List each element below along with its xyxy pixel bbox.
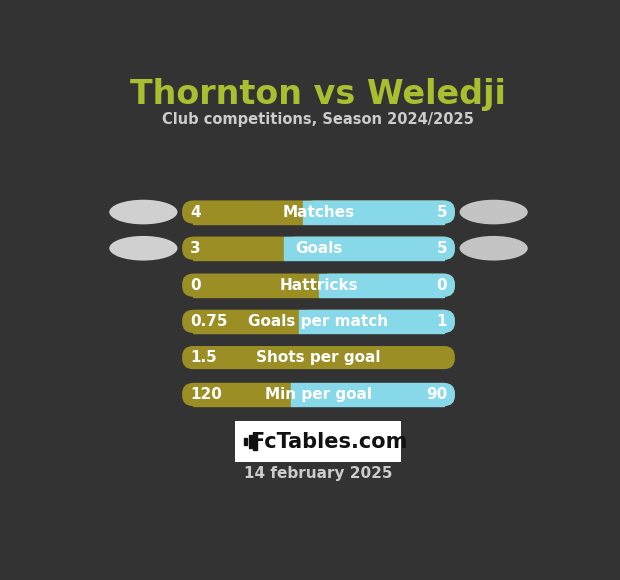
FancyBboxPatch shape (319, 274, 455, 297)
Text: Goals: Goals (295, 241, 342, 256)
Text: FcTables.com: FcTables.com (250, 432, 408, 451)
Text: Club competitions, Season 2024/2025: Club competitions, Season 2024/2025 (162, 112, 474, 127)
Text: 5: 5 (436, 205, 447, 220)
FancyBboxPatch shape (235, 422, 402, 462)
Bar (193, 237, 285, 260)
FancyBboxPatch shape (291, 383, 455, 406)
Bar (254, 433, 257, 450)
FancyBboxPatch shape (182, 310, 455, 333)
Bar (193, 274, 319, 297)
Ellipse shape (109, 236, 177, 260)
Text: Shots per goal: Shots per goal (256, 350, 381, 365)
Text: 3: 3 (190, 241, 200, 256)
FancyBboxPatch shape (182, 274, 455, 297)
Bar (299, 310, 444, 333)
Ellipse shape (459, 200, 528, 224)
Text: Min per goal: Min per goal (265, 387, 372, 402)
Ellipse shape (109, 200, 177, 224)
Text: 120: 120 (190, 387, 222, 402)
Bar (249, 436, 252, 448)
Text: 14 february 2025: 14 february 2025 (244, 466, 392, 481)
Bar (291, 383, 444, 406)
Bar (285, 237, 444, 260)
FancyBboxPatch shape (182, 237, 455, 260)
Bar (193, 383, 291, 406)
Bar (193, 310, 299, 333)
FancyBboxPatch shape (182, 346, 455, 369)
Text: Thornton vs Weledji: Thornton vs Weledji (130, 78, 506, 111)
Text: Hattricks: Hattricks (279, 278, 358, 293)
FancyBboxPatch shape (285, 237, 455, 260)
Bar (303, 201, 444, 224)
Text: 1.5: 1.5 (190, 350, 216, 365)
Text: Goals per match: Goals per match (249, 314, 389, 329)
FancyBboxPatch shape (299, 310, 455, 333)
Text: 4: 4 (190, 205, 200, 220)
FancyBboxPatch shape (182, 383, 455, 406)
Text: 5: 5 (436, 241, 447, 256)
Text: 1: 1 (436, 314, 447, 329)
Bar (193, 201, 303, 224)
FancyBboxPatch shape (182, 201, 455, 224)
Bar (244, 438, 247, 445)
Text: 0.75: 0.75 (190, 314, 228, 329)
FancyBboxPatch shape (303, 201, 455, 224)
Bar (319, 274, 444, 297)
Text: 90: 90 (426, 387, 447, 402)
Text: Matches: Matches (283, 205, 355, 220)
Text: 0: 0 (190, 278, 200, 293)
Ellipse shape (459, 236, 528, 260)
Text: 0: 0 (436, 278, 447, 293)
